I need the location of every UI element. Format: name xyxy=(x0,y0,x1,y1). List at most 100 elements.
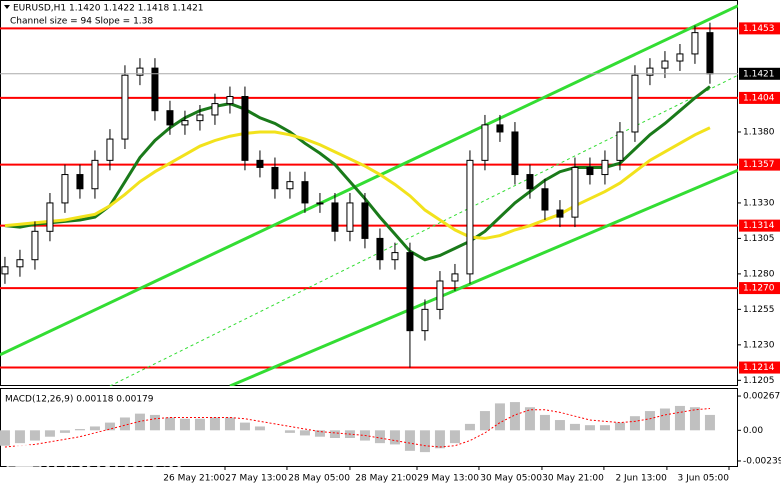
macd-bar xyxy=(419,430,430,453)
candle-body xyxy=(661,60,669,69)
candle-body xyxy=(421,308,429,332)
moving-average xyxy=(4,126,711,240)
level-label: 1.1270 xyxy=(743,284,775,294)
macd-y-tick-label: 0.00267 xyxy=(743,392,780,402)
macd-bar xyxy=(14,430,25,444)
candle-body xyxy=(271,166,279,190)
candle-body xyxy=(436,280,444,310)
candle-body xyxy=(511,131,519,176)
x-tick-label: 2 Jun 13:00 xyxy=(615,474,667,484)
candle-body xyxy=(241,96,249,161)
macd-bar xyxy=(629,416,640,431)
macd-bar xyxy=(149,414,160,431)
watermark-logo-mark xyxy=(14,452,34,470)
candle-body xyxy=(181,120,189,126)
macd-bar xyxy=(209,417,220,431)
candle-body xyxy=(346,202,354,232)
macd-bar xyxy=(404,430,415,451)
candle-body xyxy=(16,259,24,268)
macd-y-tick-label: 0.00 xyxy=(743,426,763,436)
level-label: 1.1357 xyxy=(743,160,775,170)
candle-body xyxy=(586,166,594,176)
macd-bar xyxy=(509,402,520,431)
candle-body xyxy=(166,110,174,126)
macd-bar xyxy=(299,430,310,436)
macd-bar xyxy=(104,422,115,431)
macd-bar xyxy=(314,430,325,437)
candle-body xyxy=(496,124,504,133)
level-label: 1.1214 xyxy=(743,363,775,373)
candle-body xyxy=(136,67,144,76)
macd-bar xyxy=(584,425,595,431)
macd-bar xyxy=(239,422,250,431)
candle-body xyxy=(481,124,489,161)
x-tick-label: 3 Jun 05:00 xyxy=(678,474,730,484)
candle-body xyxy=(46,202,54,232)
level-label: 1.1453 xyxy=(743,24,775,34)
current-price-label: 1.1421 xyxy=(743,69,775,79)
macd-bar xyxy=(644,411,655,431)
candle-body xyxy=(541,188,549,211)
macd-bar xyxy=(194,418,205,431)
candle-body xyxy=(316,202,324,205)
watermark-tagline: Instant Forex Trading xyxy=(46,474,162,487)
y-tick-label: 1.1280 xyxy=(743,269,775,279)
candle-body xyxy=(466,159,474,275)
level-label-box xyxy=(739,219,780,232)
macd-bar xyxy=(164,417,175,431)
candle-body xyxy=(211,103,219,116)
macd-bar xyxy=(434,430,445,449)
candle-body xyxy=(61,174,69,204)
candle-body xyxy=(151,67,159,112)
candle-body xyxy=(121,74,129,140)
level-label-box xyxy=(739,22,780,35)
x-tick-label: 27 May 13:00 xyxy=(225,474,287,484)
level-label-box xyxy=(739,158,780,171)
y-tick-label: 1.1230 xyxy=(743,340,775,350)
macd-bar xyxy=(44,430,55,437)
macd-bar xyxy=(89,426,100,431)
candle-body xyxy=(616,131,624,161)
level-label: 1.1404 xyxy=(743,93,775,103)
candle-body xyxy=(406,252,414,332)
macd-layer xyxy=(0,402,715,453)
macd-bar xyxy=(224,417,235,431)
macd-bar xyxy=(689,407,700,431)
x-tick-label: 30 May 05:00 xyxy=(480,474,542,484)
macd-bar xyxy=(554,420,565,431)
macd-bar xyxy=(119,417,130,431)
macd-bar xyxy=(704,414,715,431)
candle-body xyxy=(256,159,264,168)
macd-bar xyxy=(539,414,550,431)
y-tick-label: 1.1380 xyxy=(743,127,775,137)
level-label-box xyxy=(739,91,780,104)
macd-bar xyxy=(134,413,145,431)
macd-bar xyxy=(389,430,400,445)
macd-signal xyxy=(4,408,710,448)
macd-bar xyxy=(179,418,190,431)
symbol-header: EURUSD,H1 1.1420 1.1422 1.1418 1.1421 xyxy=(13,4,204,14)
channel-note: Channel size = 94 Slope = 1.38 xyxy=(10,17,153,27)
macd-bar xyxy=(29,430,40,441)
macd-bar xyxy=(74,429,85,431)
candle-body xyxy=(646,67,654,76)
x-tick-label: 29 May 13:00 xyxy=(417,474,479,484)
level-label-box xyxy=(739,361,780,374)
macd-bar xyxy=(569,423,580,431)
x-tick-label: 28 May 05:00 xyxy=(288,474,350,484)
level-label: 1.1314 xyxy=(743,221,775,231)
header-icon xyxy=(4,5,10,9)
macd-bar xyxy=(254,426,265,431)
macd-bar xyxy=(464,423,475,431)
y-tick-label: 1.1205 xyxy=(743,376,775,386)
channel-upper xyxy=(0,4,738,357)
channel-lower xyxy=(229,168,738,386)
candle-body xyxy=(106,138,114,161)
y-tick-label: 1.1330 xyxy=(743,198,775,208)
candle-body xyxy=(691,32,699,55)
macd-bar xyxy=(614,422,625,431)
x-tick-label: 28 May 21:00 xyxy=(355,474,417,484)
watermark-logo xyxy=(6,444,42,480)
candle-body xyxy=(91,159,99,190)
candle-body xyxy=(361,202,369,239)
